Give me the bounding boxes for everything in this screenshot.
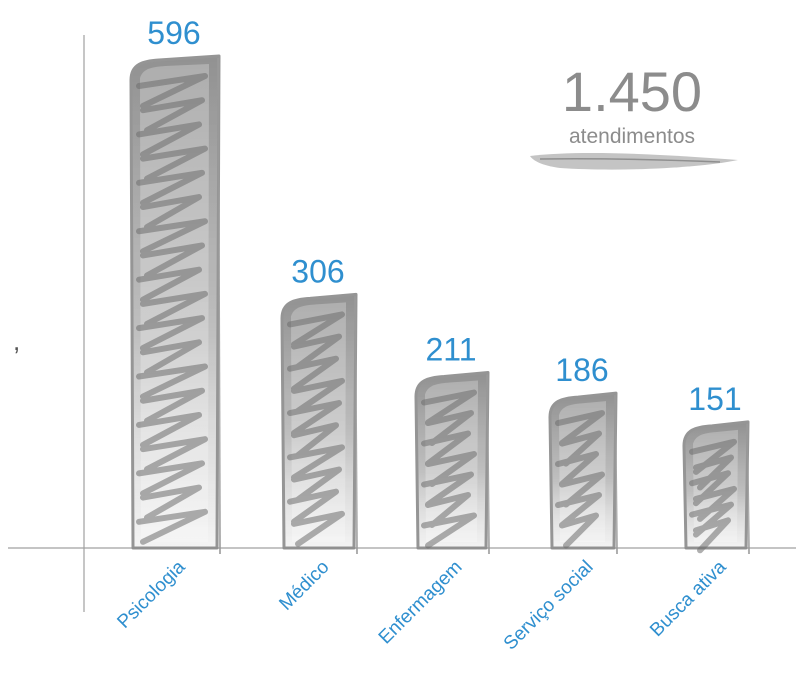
bar-2 bbox=[414, 371, 490, 555]
stray-mark: , bbox=[13, 326, 20, 356]
bar-4 bbox=[682, 420, 750, 555]
bar-0 bbox=[129, 54, 221, 555]
bar-edge-3 bbox=[614, 395, 618, 555]
bar-scribble-4 bbox=[689, 438, 737, 554]
total-annotation: 1.450 atendimentos bbox=[530, 60, 738, 170]
value-label-0: 596 bbox=[147, 15, 200, 51]
category-labels-group: Psicologia Médico Enfermagem Serviço social… bbox=[113, 556, 730, 654]
bar-scribble-0 bbox=[136, 73, 208, 545]
bars-group bbox=[129, 54, 750, 555]
value-labels-group: 596 306 211 186 151 bbox=[147, 15, 741, 417]
value-label-2: 211 bbox=[425, 332, 476, 368]
bar-scribble-2 bbox=[421, 389, 477, 549]
total-label: atendimentos bbox=[569, 125, 695, 148]
category-label-4: Busca ativa bbox=[646, 556, 731, 641]
total-value: 1.450 bbox=[562, 60, 702, 123]
category-label-3: Serviço social bbox=[500, 557, 598, 655]
bar-scribble-1 bbox=[287, 311, 345, 547]
category-label-0: Psicologia bbox=[113, 556, 189, 632]
bar-edge-4 bbox=[746, 423, 750, 555]
category-label-1: Médico bbox=[275, 557, 333, 615]
bar-scribble-3 bbox=[555, 410, 605, 549]
value-label-1: 306 bbox=[291, 253, 344, 289]
bar-edge-0 bbox=[217, 57, 221, 555]
bar-1 bbox=[280, 292, 358, 555]
bar-3 bbox=[548, 391, 618, 555]
bar-edge-2 bbox=[486, 374, 490, 555]
category-label-2: Enfermagem bbox=[375, 557, 467, 649]
value-label-3: 186 bbox=[555, 352, 608, 388]
total-underline-brush bbox=[530, 153, 738, 170]
bar-edge-1 bbox=[354, 296, 358, 555]
value-label-4: 151 bbox=[688, 381, 741, 417]
